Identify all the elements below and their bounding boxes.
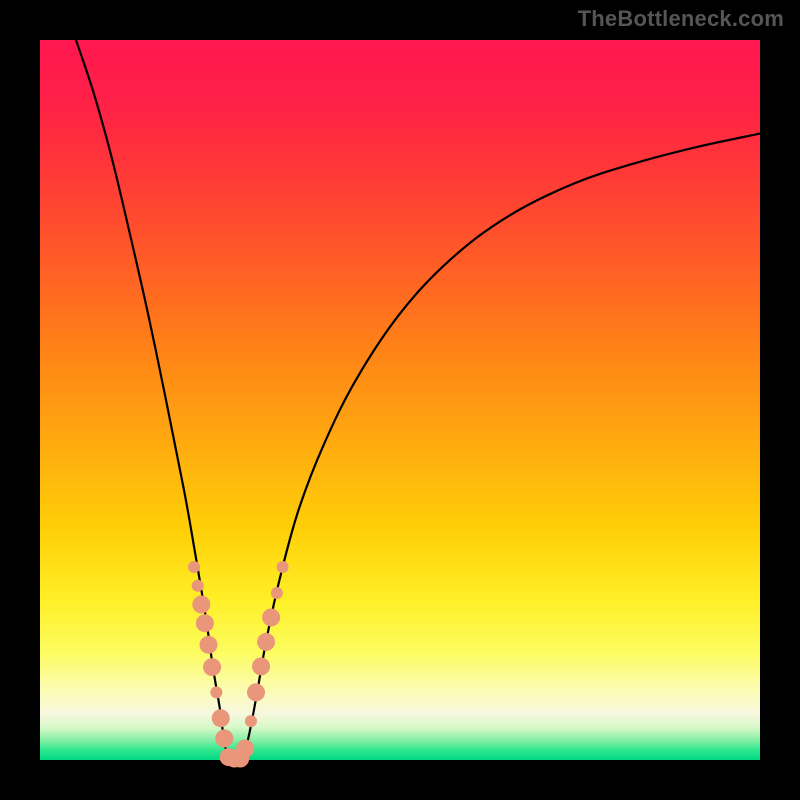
- curve-marker: [188, 561, 200, 573]
- chart-container: TheBottleneck.com: [0, 0, 800, 800]
- curve-marker: [212, 709, 230, 727]
- curve-marker: [277, 561, 289, 573]
- curve-marker: [247, 683, 265, 701]
- bottleneck-curve: [40, 40, 760, 760]
- plot-area: [40, 40, 760, 760]
- curve-marker: [236, 739, 254, 757]
- curve-marker: [196, 614, 214, 632]
- curve-right-branch: [229, 134, 760, 762]
- curve-marker: [199, 636, 217, 654]
- curve-marker: [192, 580, 204, 592]
- curve-marker: [215, 729, 233, 747]
- curve-marker: [210, 686, 222, 698]
- curve-marker: [257, 633, 275, 651]
- curve-marker: [271, 587, 283, 599]
- curve-marker: [252, 657, 270, 675]
- curve-marker: [192, 595, 210, 613]
- curve-marker: [203, 658, 221, 676]
- watermark-text: TheBottleneck.com: [578, 6, 784, 32]
- curve-marker: [262, 608, 280, 626]
- curve-marker: [245, 715, 257, 727]
